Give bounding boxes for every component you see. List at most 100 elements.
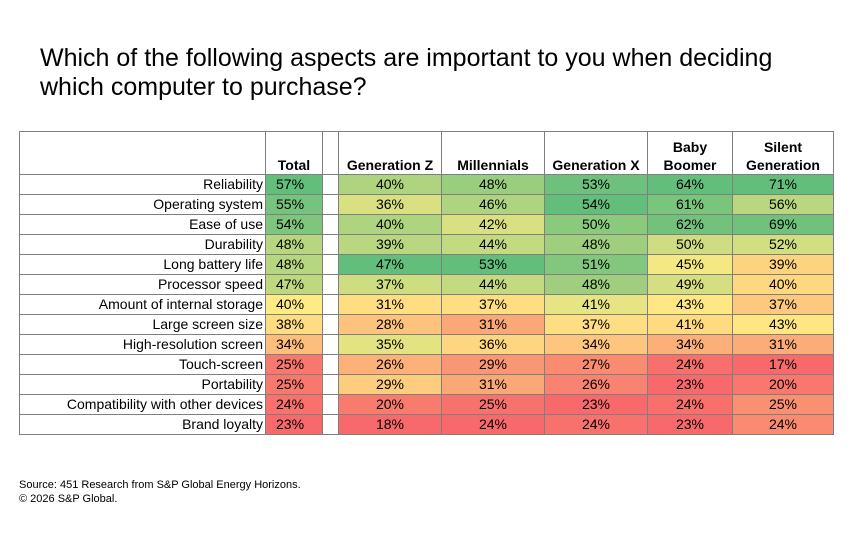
heatmap-cell: 48% xyxy=(265,254,323,275)
heatmap-cell: 37% xyxy=(544,314,648,335)
gap-cell xyxy=(322,354,339,375)
heatmap-cell: 48% xyxy=(544,274,648,295)
gap-cell xyxy=(322,234,339,255)
table-row: Compatibility with other devices 24% 20% 25… xyxy=(19,394,834,415)
row-label: Portability xyxy=(19,374,266,395)
heatmap-cell: 17% xyxy=(732,354,834,375)
heatmap-cell: 55% xyxy=(265,194,323,215)
heatmap-cell: 61% xyxy=(647,194,733,215)
table-row: Operating system 55% 36% 46% 54% 61% 56% xyxy=(19,194,834,215)
heatmap-cell: 37% xyxy=(338,274,442,295)
heatmap-cell: 54% xyxy=(265,214,323,235)
heatmap-cell: 50% xyxy=(544,214,648,235)
chart-title: Which of the following aspects are impor… xyxy=(40,44,773,101)
gap-cell xyxy=(322,174,339,195)
table-row: Durability 48% 39% 44% 48% 50% 52% xyxy=(19,234,834,255)
row-label: Large screen size xyxy=(19,314,266,335)
table-row: Brand loyalty 23% 18% 24% 24% 23% 24% xyxy=(19,414,834,435)
heatmap-cell: 52% xyxy=(732,234,834,255)
heatmap-cell: 49% xyxy=(647,274,733,295)
heatmap-cell: 20% xyxy=(338,394,442,415)
footer: Source: 451 Research from S&P Global Ene… xyxy=(19,478,301,506)
source-note: Source: 451 Research from S&P Global Ene… xyxy=(19,479,301,491)
heatmap-cell: 31% xyxy=(338,294,442,315)
gap-column xyxy=(322,131,339,175)
heatmap-cell: 38% xyxy=(265,314,323,335)
row-label: Compatibility with other devices xyxy=(19,394,266,415)
heatmap-table: Total Generation Z Millennials Generatio… xyxy=(19,131,834,435)
heatmap-cell: 24% xyxy=(265,394,323,415)
heatmap-cell: 54% xyxy=(544,194,648,215)
column-header: Silent Generation xyxy=(732,131,834,175)
heatmap-cell: 64% xyxy=(647,174,733,195)
heatmap-cell: 43% xyxy=(647,294,733,315)
heatmap-cell: 25% xyxy=(265,354,323,375)
heatmap-cell: 24% xyxy=(441,414,545,435)
heatmap-cell: 24% xyxy=(647,354,733,375)
table-row: Amount of internal storage 40% 31% 37% 41% 43… xyxy=(19,294,834,315)
heatmap-cell: 71% xyxy=(732,174,834,195)
heatmap-cell: 36% xyxy=(338,194,442,215)
heatmap-cell: 40% xyxy=(338,214,442,235)
heatmap-cell: 31% xyxy=(441,374,545,395)
heatmap-cell: 48% xyxy=(544,234,648,255)
gap-cell xyxy=(322,194,339,215)
gap-cell xyxy=(322,374,339,395)
column-header: Millennials xyxy=(441,131,545,175)
column-header: Baby Boomer xyxy=(647,131,733,175)
heatmap-cell: 37% xyxy=(441,294,545,315)
copyright-note: © 2026 S&P Global. xyxy=(19,493,118,505)
heatmap-cell: 24% xyxy=(647,394,733,415)
heatmap-cell: 39% xyxy=(732,254,834,275)
gap-cell xyxy=(322,294,339,315)
heatmap-cell: 36% xyxy=(441,334,545,355)
table-row: Reliability 57% 40% 48% 53% 64% 71% xyxy=(19,174,834,195)
heatmap-cell: 25% xyxy=(732,394,834,415)
heatmap-cell: 53% xyxy=(441,254,545,275)
table-row: Long battery life 48% 47% 53% 51% 45% 39% xyxy=(19,254,834,275)
heatmap-cell: 25% xyxy=(265,374,323,395)
column-header: Generation Z xyxy=(338,131,442,175)
heatmap-cell: 34% xyxy=(544,334,648,355)
heatmap-cell: 26% xyxy=(338,354,442,375)
heatmap-cell: 47% xyxy=(338,254,442,275)
heatmap-cell: 48% xyxy=(265,234,323,255)
table-row: Touch-screen 25% 26% 29% 27% 24% 17% xyxy=(19,354,834,375)
heatmap-cell: 56% xyxy=(732,194,834,215)
gap-cell xyxy=(322,254,339,275)
heatmap-cell: 29% xyxy=(441,354,545,375)
heatmap-cell: 40% xyxy=(338,174,442,195)
heatmap-cell: 43% xyxy=(732,314,834,335)
row-label: Brand loyalty xyxy=(19,414,266,435)
heatmap-cell: 34% xyxy=(265,334,323,355)
heatmap-cell: 27% xyxy=(544,354,648,375)
heatmap-cell: 39% xyxy=(338,234,442,255)
heatmap-cell: 62% xyxy=(647,214,733,235)
row-label: High-resolution screen xyxy=(19,334,266,355)
heatmap-cell: 18% xyxy=(338,414,442,435)
heatmap-cell: 20% xyxy=(732,374,834,395)
heatmap-cell: 69% xyxy=(732,214,834,235)
row-label: Operating system xyxy=(19,194,266,215)
table-row: Portability 25% 29% 31% 26% 23% 20% xyxy=(19,374,834,395)
heatmap-cell: 23% xyxy=(647,374,733,395)
table-row: Large screen size 38% 28% 31% 37% 41% 43% xyxy=(19,314,834,335)
heatmap-cell: 41% xyxy=(544,294,648,315)
heatmap-cell: 28% xyxy=(338,314,442,335)
heatmap-cell: 29% xyxy=(338,374,442,395)
heatmap-cell: 51% xyxy=(544,254,648,275)
table-row: Processor speed 47% 37% 44% 48% 49% 40% xyxy=(19,274,834,295)
heatmap-cell: 46% xyxy=(441,194,545,215)
heatmap-cell: 31% xyxy=(732,334,834,355)
heatmap-cell: 48% xyxy=(441,174,545,195)
table-row: High-resolution screen 34% 35% 36% 34% 34% 31% xyxy=(19,334,834,355)
heatmap-cell: 45% xyxy=(647,254,733,275)
row-label-header xyxy=(19,131,266,175)
row-label: Long battery life xyxy=(19,254,266,275)
heatmap-cell: 26% xyxy=(544,374,648,395)
gap-cell xyxy=(322,334,339,355)
heatmap-cell: 40% xyxy=(265,294,323,315)
heatmap-cell: 23% xyxy=(647,414,733,435)
row-label: Ease of use xyxy=(19,214,266,235)
gap-cell xyxy=(322,274,339,295)
